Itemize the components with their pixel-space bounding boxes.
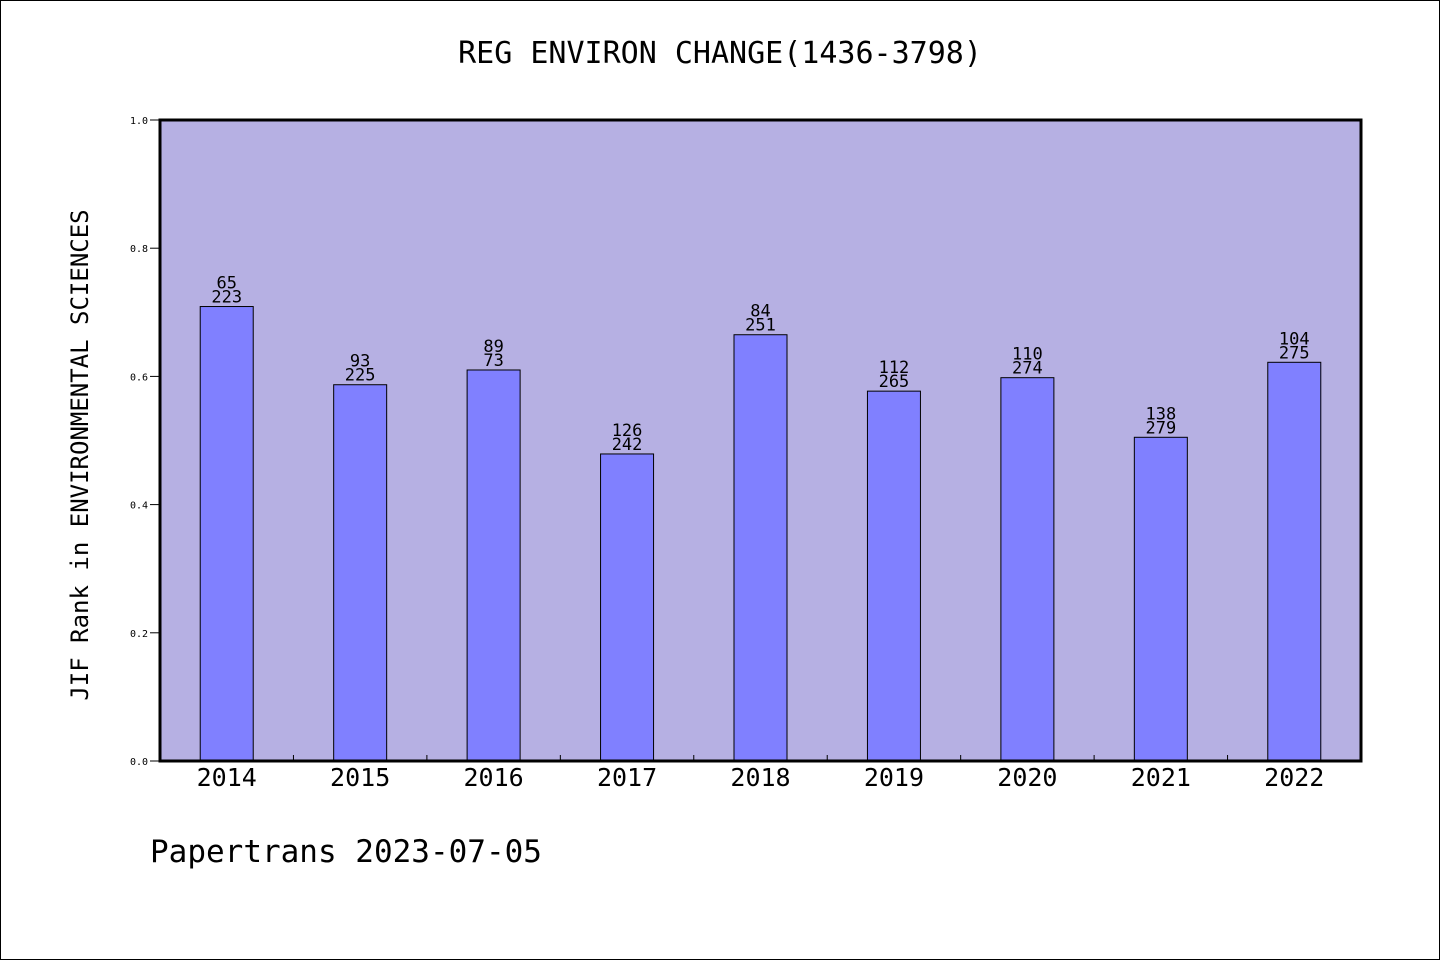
y-tick-label: 0.8 [130,244,148,255]
x-tick-label-2018: 2018 [730,763,790,792]
bar-2016 [466,369,521,762]
bar-2019 [866,390,921,762]
bar-2022 [1267,361,1322,762]
bar-label-bottom-2018: 251 [745,316,776,336]
x-tick-label-2014: 2014 [197,763,257,792]
bar-2017 [600,453,655,762]
bar-label-bottom-2022: 275 [1279,343,1310,363]
bar-label-bottom-2015: 225 [345,366,376,386]
bar-label-top-2017: 126 [612,421,643,441]
y-tick-label: 1.0 [130,116,148,127]
x-tick-label-2021: 2021 [1131,763,1191,792]
footer-text: Papertrans 2023-07-05 [150,834,542,870]
bar-label-top-2018: 84 [750,302,770,322]
y-tick-label: 0.0 [130,757,148,768]
bar-label-top-2016: 89 [483,337,503,357]
x-tick-label-2017: 2017 [597,763,657,792]
bar-2018 [733,334,788,762]
bar-label-top-2019: 112 [879,358,910,378]
y-tick-label: 0.6 [130,372,148,383]
x-tick-label-2019: 2019 [864,763,924,792]
bar-label-bottom-2020: 274 [1012,359,1043,379]
bar-2014 [199,306,254,762]
bar-label-top-2015: 93 [350,352,370,372]
x-tick-label-2015: 2015 [330,763,390,792]
bar-label-bottom-2021: 279 [1145,418,1176,438]
bar-2015 [333,384,388,762]
bar-label-top-2022: 104 [1279,329,1310,349]
bar-label-top-2020: 110 [1012,345,1043,365]
bar-label-top-2021: 138 [1145,404,1176,424]
plot-border [158,118,1363,763]
bar-label-bottom-2014: 223 [211,288,242,308]
x-tick-label-2022: 2022 [1264,763,1324,792]
chart-title: REG ENVIRON CHANGE(1436-3798) [458,36,982,71]
x-tick-label-2016: 2016 [464,763,524,792]
bar-label-top-2014: 65 [216,274,236,294]
bar-2021 [1133,436,1188,762]
y-tick-label: 0.2 [130,629,148,640]
bar-label-bottom-2016: 73 [483,351,503,371]
bar-label-bottom-2017: 242 [612,435,643,455]
bar-label-bottom-2019: 265 [879,372,910,392]
y-tick-label: 0.4 [130,501,148,512]
bar-2020 [1000,377,1055,762]
x-tick-label-2020: 2020 [997,763,1057,792]
